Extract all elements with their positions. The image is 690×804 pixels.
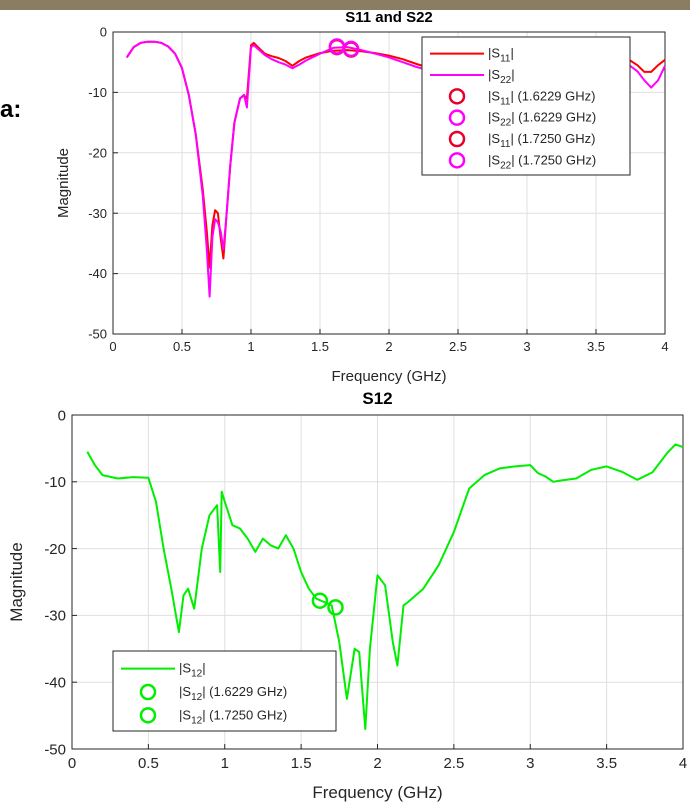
x-axis-label: Frequency (GHz) xyxy=(312,783,442,802)
x-tick-label: 2.5 xyxy=(443,755,464,772)
side-label: a: xyxy=(0,96,22,123)
legend-marker-swatch xyxy=(448,152,466,169)
y-tick-label: -30 xyxy=(88,206,107,221)
y-tick-label: -20 xyxy=(88,145,107,160)
axes-box xyxy=(71,414,684,750)
x-axis-label: Frequency (GHz) xyxy=(331,368,446,385)
series-line xyxy=(86,443,684,730)
y-axis-label: Magnitude xyxy=(55,148,72,218)
legend-entry-label: |S22| (1.7250 GHz) xyxy=(488,152,596,171)
y-tick-label: -30 xyxy=(44,608,66,625)
legend-marker-swatch xyxy=(139,707,157,724)
legend-entry-label: |S22| (1.6229 GHz) xyxy=(488,110,596,129)
legend-marker-swatch xyxy=(448,88,466,105)
x-tick-label: 3 xyxy=(523,339,530,354)
legend-entry-label: |S11| (1.6229 GHz) xyxy=(488,88,595,107)
x-tick-label: 4 xyxy=(661,339,668,354)
legend: |S11| |S22| |S11| (1.6229 GHz) |S22| (1.622… xyxy=(421,36,631,176)
legend-marker-swatch xyxy=(448,130,466,148)
legend-entry-label: |S11| (1.7250 GHz) xyxy=(488,131,595,150)
x-tick-label: 1 xyxy=(221,755,229,772)
x-tick-label: 0.5 xyxy=(138,755,159,772)
y-tick-label: -10 xyxy=(88,85,107,100)
x-tick-label: 1.5 xyxy=(311,339,329,354)
y-tick-label: -50 xyxy=(88,327,107,342)
x-tick-label: 3.5 xyxy=(587,339,605,354)
x-tick-label: 4 xyxy=(679,755,687,772)
y-tick-label: -40 xyxy=(88,266,107,281)
legend-entry-label: |S12| (1.7250 GHz) xyxy=(179,707,287,726)
legend-box xyxy=(421,36,631,176)
x-tick-label: 3 xyxy=(526,755,534,772)
top-color-band xyxy=(0,0,690,10)
y-tick-label: -40 xyxy=(44,674,66,691)
chart-title: S11 and S22 xyxy=(345,9,433,26)
x-tick-label: 1.5 xyxy=(291,755,312,772)
x-tick-label: 2.5 xyxy=(449,339,467,354)
legend-marker-swatch xyxy=(139,683,157,701)
legend-box xyxy=(112,650,337,732)
x-tick-label: 2 xyxy=(385,339,392,354)
x-tick-label: 0.5 xyxy=(173,339,191,354)
legend-entry-label: |S12| (1.6229 GHz) xyxy=(179,684,287,703)
marker-circle xyxy=(342,40,360,58)
x-tick-label: 0 xyxy=(109,339,116,354)
x-tick-label: 1 xyxy=(247,339,254,354)
x-tick-label: 0 xyxy=(68,755,76,772)
chart-title: S12 xyxy=(362,389,392,408)
x-tick-label: 3.5 xyxy=(596,755,617,772)
y-tick-label: -10 xyxy=(44,474,66,491)
y-tick-label: 0 xyxy=(100,25,107,40)
y-tick-label: -50 xyxy=(44,741,66,758)
y-tick-label: 0 xyxy=(58,407,66,424)
y-tick-label: -20 xyxy=(44,541,66,558)
legend-marker-swatch xyxy=(448,109,466,126)
legend-entry-label: |S11| xyxy=(488,46,514,65)
legend-entry-label: |S12| xyxy=(179,661,206,680)
marker-circle xyxy=(327,599,344,616)
y-axis-label: Magnitude xyxy=(7,542,26,621)
legend: |S12| |S12| (1.6229 GHz) |S12| (1.7250 GHz… xyxy=(112,650,337,732)
axes-box xyxy=(112,31,666,335)
chart-2: 0 0.5 1 1.5 2 2.5 3 3.5 4 0 -10 -20 -30 -40 -50 S12 Freq… xyxy=(7,389,687,802)
legend-entry-label: |S22| xyxy=(488,67,515,86)
x-tick-label: 2 xyxy=(373,755,381,772)
chart-1: 0 0.5 1 1.5 2 2.5 3 3.5 4 0 -10 -20 -30 -40 -50 S11 and… xyxy=(55,9,669,385)
marker-circle xyxy=(311,592,329,609)
